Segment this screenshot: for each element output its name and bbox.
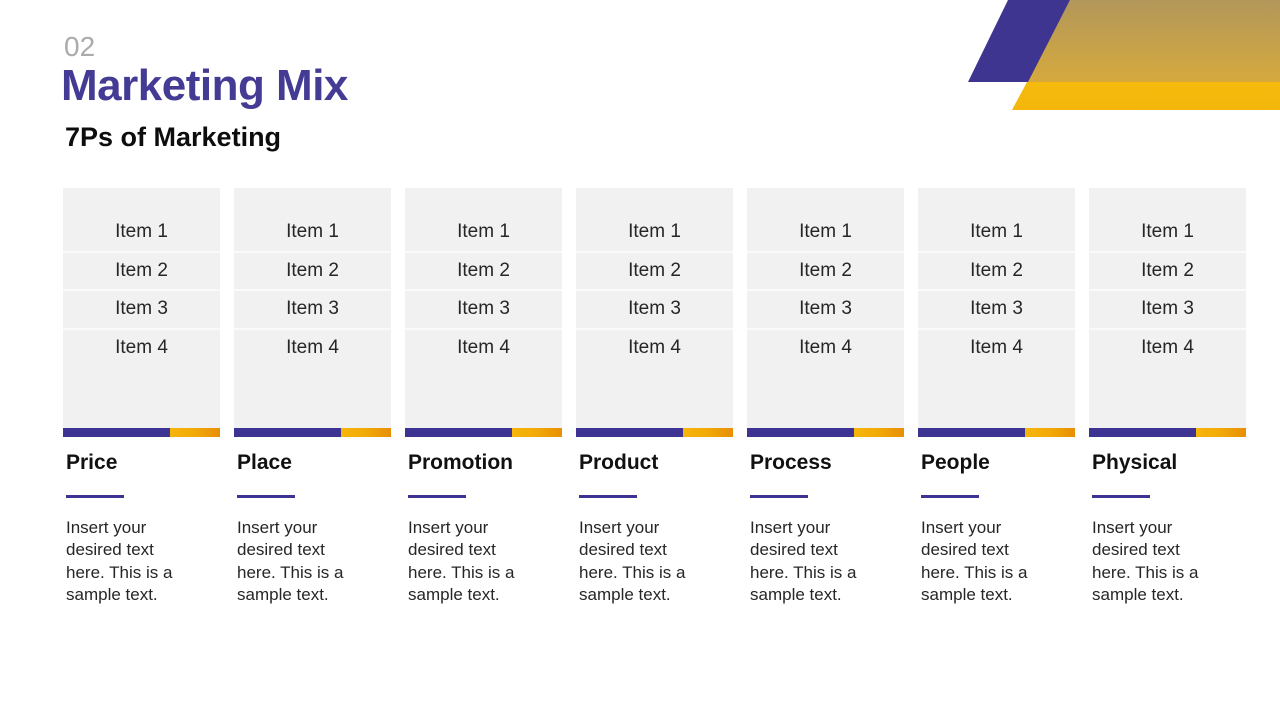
column-heading: Process [750,451,832,474]
column-heading: Price [66,451,118,474]
heading-underline [1092,495,1150,498]
list-item: Item 3 [1089,291,1246,330]
bar-purple-segment [234,428,342,437]
list-item: Item 1 [63,214,220,253]
column-product: Item 1 Item 2 Item 3 Item 4 Product Inse… [576,188,733,606]
column-body-text: Insert your desired text here. This is a… [408,518,515,604]
column-heading: Place [237,451,292,474]
bar-purple-segment [747,428,855,437]
list-item: Item 3 [576,291,733,330]
decor-gold-shape [1027,0,1280,82]
list-item: Item 2 [1089,253,1246,291]
list-item: Item 1 [918,214,1075,253]
bar-gold-segment [341,428,391,437]
heading-underline [750,495,808,498]
bar-purple-segment [576,428,684,437]
list-item: Item 2 [234,253,391,291]
list-item: Item 1 [747,214,904,253]
card-accent-bar [747,428,904,437]
list-item: Item 3 [234,291,391,330]
list-item: Item 1 [576,214,733,253]
column-heading: People [921,451,990,474]
list-item: Item 2 [63,253,220,291]
card-accent-bar [63,428,220,437]
column-body-text: Insert your desired text here. This is a… [1092,518,1199,604]
list-item: Item 2 [747,253,904,291]
list-item: Item 2 [405,253,562,291]
list-item: Item 4 [628,336,681,358]
column-heading: Physical [1092,451,1178,474]
heading-underline [408,495,466,498]
bar-purple-segment [918,428,1026,437]
heading-underline [579,495,637,498]
item-list: Item 1 Item 2 Item 3 Item 4 [918,188,1075,368]
list-item: Item 3 [405,291,562,330]
slide-title: Marketing Mix [61,61,348,110]
column-price: Item 1 Item 2 Item 3 Item 4 Price Insert… [63,188,220,606]
column-body-text: Insert your desired text here. This is a… [66,518,173,604]
column-physical: Item 1 Item 2 Item 3 Item 4 Physical Ins… [1089,188,1246,606]
card-accent-bar [405,428,562,437]
decor-gold-strip [1012,82,1280,110]
item-list: Item 1 Item 2 Item 3 Item 4 [747,188,904,368]
bar-gold-segment [1025,428,1075,437]
list-item: Item 1 [405,214,562,253]
list-item: Item 1 [1089,214,1246,253]
bar-gold-segment [854,428,904,437]
column-body-text: Insert your desired text here. This is a… [750,518,857,604]
item-list: Item 1 Item 2 Item 3 Item 4 [576,188,733,368]
bar-gold-segment [1196,428,1246,437]
column-body-text: Insert your desired text here. This is a… [921,518,1028,604]
column-heading: Promotion [408,451,513,474]
list-item: Item 4 [457,336,510,358]
list-item: Item 4 [970,336,1023,358]
column-promotion: Item 1 Item 2 Item 3 Item 4 Promotion In… [405,188,562,606]
bar-gold-segment [683,428,733,437]
item-list: Item 1 Item 2 Item 3 Item 4 [405,188,562,368]
list-item: Item 2 [576,253,733,291]
card-accent-bar [234,428,391,437]
card-accent-bar [576,428,733,437]
list-item: Item 4 [286,336,339,358]
column-body-text: Insert your desired text here. This is a… [579,518,686,604]
bar-gold-segment [170,428,220,437]
list-item: Item 3 [747,291,904,330]
bar-purple-segment [405,428,513,437]
items-card: Item 1 Item 2 Item 3 Item 4 [918,188,1075,437]
column-body-text: Insert your desired text here. This is a… [237,518,344,604]
column-heading: Product [579,451,659,474]
column-people: Item 1 Item 2 Item 3 Item 4 People Inser… [918,188,1075,606]
items-card: Item 1 Item 2 Item 3 Item 4 [234,188,391,437]
columns-grid: Item 1 Item 2 Item 3 Item 4 Price Insert… [63,188,1246,606]
heading-underline [921,495,979,498]
bar-purple-segment [1089,428,1197,437]
section-number: 02 [64,31,96,62]
heading-underline [237,495,295,498]
item-list: Item 1 Item 2 Item 3 Item 4 [63,188,220,368]
list-item: Item 1 [234,214,391,253]
heading-underline [66,495,124,498]
items-card: Item 1 Item 2 Item 3 Item 4 [576,188,733,437]
bar-gold-segment [512,428,562,437]
list-item: Item 3 [918,291,1075,330]
list-item: Item 4 [115,336,168,358]
list-item: Item 4 [1141,336,1194,358]
column-place: Item 1 Item 2 Item 3 Item 4 Place Insert… [234,188,391,606]
list-item: Item 2 [918,253,1075,291]
items-card: Item 1 Item 2 Item 3 Item 4 [405,188,562,437]
item-list: Item 1 Item 2 Item 3 Item 4 [1089,188,1246,368]
card-accent-bar [918,428,1075,437]
card-accent-bar [1089,428,1246,437]
items-card: Item 1 Item 2 Item 3 Item 4 [1089,188,1246,437]
bar-purple-segment [63,428,171,437]
corner-decoration [960,0,1280,112]
list-item: Item 3 [63,291,220,330]
slide-subtitle: 7Ps of Marketing [65,122,282,152]
item-list: Item 1 Item 2 Item 3 Item 4 [234,188,391,368]
items-card: Item 1 Item 2 Item 3 Item 4 [747,188,904,437]
list-item: Item 4 [799,336,852,358]
column-process: Item 1 Item 2 Item 3 Item 4 Process Inse… [747,188,904,606]
items-card: Item 1 Item 2 Item 3 Item 4 [63,188,220,437]
